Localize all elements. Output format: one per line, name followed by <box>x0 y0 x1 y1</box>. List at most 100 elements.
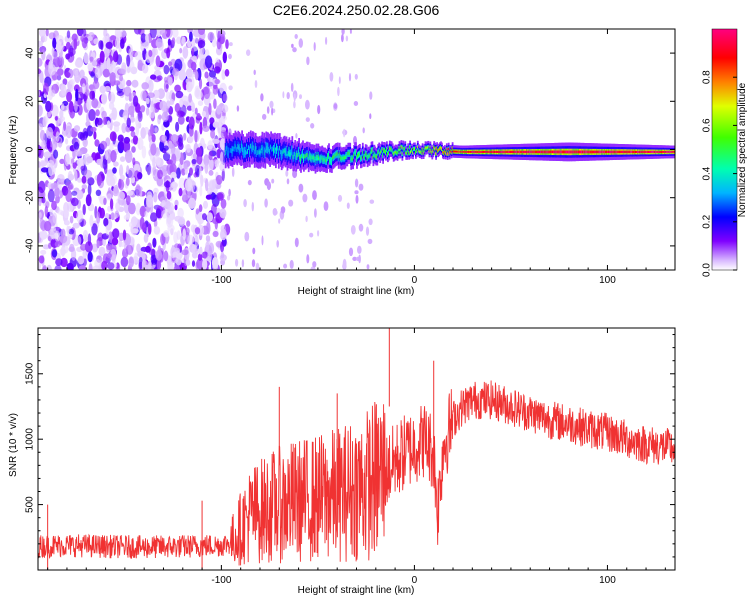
spectrogram-noise-cell <box>235 258 239 267</box>
spectrogram-band-core <box>651 150 654 153</box>
spectrogram-band-core <box>414 147 416 150</box>
spectrogram-band-core <box>399 150 402 153</box>
spectrogram-band-core <box>381 148 383 152</box>
spectrogram-band-core <box>245 150 247 155</box>
spectrogram-noise-cell <box>294 237 299 248</box>
spectrogram-noise-cell <box>87 35 93 42</box>
spectrogram-noise-cell <box>99 85 106 94</box>
spectrogram-noise-cell <box>65 138 69 145</box>
spectrogram-noise-cell <box>133 163 141 173</box>
spectrogram-noise-cell <box>291 43 294 49</box>
spectrogram-band-core <box>391 150 394 153</box>
spectrogram-noise-cell <box>174 84 182 93</box>
spectrogram-band-core <box>264 150 267 156</box>
spectrogram-band-core <box>543 150 546 154</box>
spectrogram-noise-cell <box>224 69 230 77</box>
spectrogram-noise-cell <box>325 36 328 45</box>
spectrogram-band-core <box>494 150 496 153</box>
spectrogram-band-core <box>618 150 621 154</box>
spectrogram-noise-cell <box>181 168 186 176</box>
spectrogram-noise-cell <box>135 123 140 136</box>
spectrogram-noise-cell <box>178 69 187 81</box>
spectrogram-band-core <box>379 153 382 156</box>
spectrogram-band-core <box>671 150 674 153</box>
colorbar: 0.0 0.2 0.4 0.6 0.8 Normalized spectral ampl… <box>702 28 748 277</box>
spectrogram-band-core <box>642 150 645 153</box>
spectrogram-band-core <box>396 152 399 155</box>
spectrogram-noise-cell <box>51 249 58 258</box>
y-tick-label: 0 <box>25 146 36 152</box>
spectrogram-band-core <box>378 149 381 153</box>
spectrogram-noise-cell <box>152 237 157 248</box>
spectrogram-band-core <box>288 149 291 154</box>
spectrogram-noise-cell <box>106 252 112 259</box>
spectrogram-noise-cell <box>105 150 109 161</box>
spectrogram-band-core <box>619 150 622 154</box>
spectrogram-noise-cell <box>314 208 317 218</box>
spectrogram-band-core <box>498 150 501 154</box>
spectrogram-noise-cell <box>175 121 180 132</box>
spectrogram-noise-cell <box>305 215 308 223</box>
spectrogram-y-axis: -40 -20 0 20 40 <box>25 47 675 253</box>
spectrogram-noise-cell <box>161 199 166 207</box>
spectrogram-noise-cell <box>163 181 172 188</box>
spectrogram-noise-cell <box>290 82 294 92</box>
spectrogram-noise-cell <box>90 126 97 132</box>
spectrogram-noise-cell <box>94 258 101 268</box>
spectrogram-band-core <box>614 150 617 154</box>
spectrogram-band-core <box>331 159 333 164</box>
spectrogram-noise-cell <box>123 140 131 153</box>
spectrogram-noise-cell <box>41 139 46 151</box>
spectrogram-noise-cell <box>299 94 302 99</box>
spectrogram-noise-cell <box>86 156 93 164</box>
spectrogram-band-core <box>470 150 472 153</box>
spectrogram-band-core <box>244 149 246 155</box>
spectrogram-noise-cell <box>207 250 213 262</box>
spectrogram-noise-cell <box>168 106 174 115</box>
spectrogram-band-core <box>405 151 408 154</box>
spectrogram-noise-cell <box>199 185 203 197</box>
spectrogram-band-core <box>525 150 527 154</box>
spectrogram-band-core <box>418 150 421 153</box>
spectrogram-noise-cell <box>168 76 173 86</box>
spectrogram-noise-cell <box>137 137 144 150</box>
spectrogram-noise-cell <box>124 150 133 163</box>
spectrogram-band-core <box>313 155 316 160</box>
spectrogram-noise-cell <box>172 29 179 38</box>
spectrogram-noise-cell <box>87 183 92 196</box>
spectrogram-noise-cell <box>106 120 111 129</box>
spectrogram-band-core <box>655 150 658 153</box>
spectrogram-noise-cell <box>49 209 54 217</box>
spectrogram-band-core <box>273 147 275 153</box>
spectrogram-noise-cell <box>99 207 105 219</box>
spectrogram-band-core <box>377 151 380 155</box>
spectrogram-noise-cell <box>155 208 162 219</box>
spectrogram-noise-cell <box>181 36 186 45</box>
spectrogram-noise-cell <box>141 222 147 233</box>
spectrogram-band-core <box>454 150 457 153</box>
spectrogram-noise-cell <box>48 32 56 40</box>
spectrogram-noise-cell <box>81 175 87 184</box>
spectrogram-noise-cell <box>103 47 110 59</box>
spectrogram-noise-cell <box>38 255 45 264</box>
spectrogram-band-core <box>510 150 513 154</box>
spectrogram-band-core <box>270 144 272 150</box>
spectrogram-noise-cell <box>150 123 154 137</box>
colorbar-tick-label: 0.6 <box>702 118 713 132</box>
spectrogram-noise-cell <box>55 34 64 45</box>
spectrogram-band-core <box>530 150 533 154</box>
spectrogram-noise-cell <box>93 38 100 45</box>
spectrogram-noise-cell <box>150 143 157 156</box>
spectrogram-band-core <box>544 150 547 154</box>
spectrogram-noise-cell <box>114 210 120 218</box>
spectrogram-noise-cell <box>208 78 214 90</box>
spectrogram-noise-cell <box>178 137 182 144</box>
spectrogram-noise-cell <box>88 84 95 91</box>
spectrogram-noise-cell <box>128 48 134 57</box>
spectrogram-noise-cell <box>108 101 115 110</box>
spectrogram-noise-cell <box>110 150 117 163</box>
spectrogram-band-core <box>350 157 353 161</box>
spectrogram-noise-cell <box>198 166 202 180</box>
spectrogram-noise-cell <box>219 151 224 164</box>
spectrogram-noise-cell <box>187 234 195 246</box>
